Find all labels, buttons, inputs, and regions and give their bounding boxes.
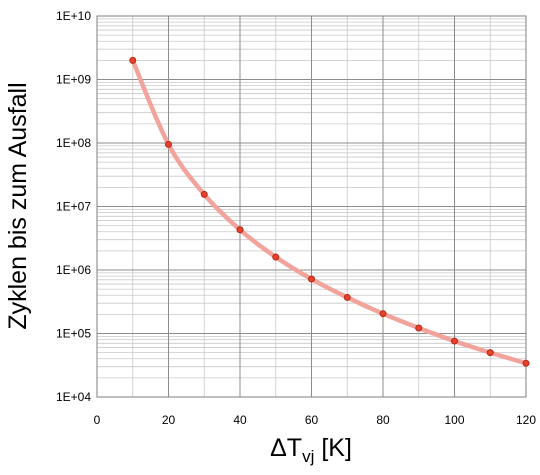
data-point xyxy=(236,226,244,234)
data-point xyxy=(522,359,530,367)
data-point xyxy=(308,275,315,283)
data-point xyxy=(451,337,458,345)
y-axis-label: Zyklen bis zum Ausfall xyxy=(4,82,32,329)
data-point xyxy=(379,310,387,318)
plot-frame xyxy=(96,15,527,398)
data-point xyxy=(486,349,494,357)
x-tick-label: 40 xyxy=(233,413,247,427)
x-tick-label: 100 xyxy=(444,413,464,427)
y-tick-label: 1E+06 xyxy=(56,263,91,277)
y-tick-label: 1E+09 xyxy=(56,73,91,87)
data-point xyxy=(129,56,137,64)
data-point xyxy=(200,190,208,198)
x-tick-label: 20 xyxy=(162,413,176,427)
y-tick-label: 1E+07 xyxy=(56,200,91,214)
x-tick-label: 60 xyxy=(305,413,319,427)
data-point xyxy=(343,293,351,301)
x-tick-labels: 0 20 40 60 80 100 120 xyxy=(94,413,537,427)
x-tick-label: 80 xyxy=(376,413,390,427)
data-point xyxy=(272,253,280,261)
data-point xyxy=(165,140,172,148)
x-axis-label: ΔTvj [K] xyxy=(270,434,352,466)
x-tick-label: 120 xyxy=(516,413,536,427)
y-tick-label: 1E+10 xyxy=(56,9,91,23)
x-axis-label-main: ΔT xyxy=(270,434,302,462)
series-line xyxy=(130,58,529,366)
y-tick-label: 1E+08 xyxy=(56,136,91,150)
series-layer xyxy=(129,56,530,367)
x-axis-label-unit: [K] xyxy=(314,434,352,462)
data-point xyxy=(415,324,423,332)
y-tick-labels: 1E+04 1E+05 1E+06 1E+07 1E+08 1E+09 1E+10 xyxy=(56,9,91,404)
x-tick-label: 0 xyxy=(94,413,101,427)
y-tick-label: 1E+05 xyxy=(56,327,91,341)
x-axis-label-subscript: vj xyxy=(302,447,314,466)
y-tick-label: 1E+04 xyxy=(56,390,91,404)
